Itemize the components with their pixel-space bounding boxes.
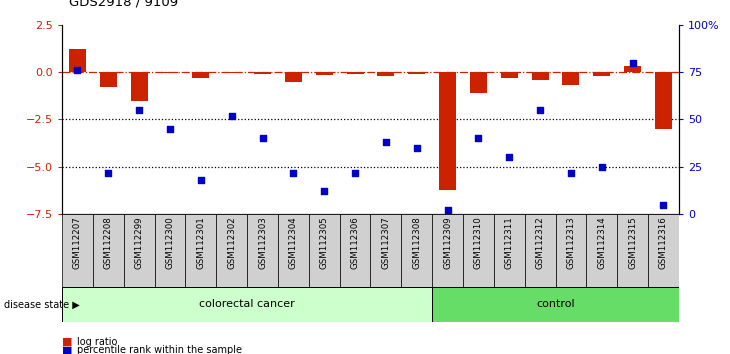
Text: GSM112312: GSM112312 — [536, 216, 545, 269]
Text: GSM112303: GSM112303 — [258, 216, 267, 269]
Bar — [285, 72, 301, 81]
Text: ■: ■ — [62, 346, 72, 354]
Bar — [586, 214, 617, 289]
Point — [288, 170, 299, 175]
Text: ■: ■ — [62, 337, 72, 347]
Text: GSM112300: GSM112300 — [166, 216, 174, 269]
Text: log ratio: log ratio — [77, 337, 117, 347]
Point — [226, 113, 237, 119]
Bar — [254, 72, 271, 74]
Text: GSM112207: GSM112207 — [73, 216, 82, 269]
Point — [442, 207, 453, 213]
Point — [380, 139, 392, 145]
Point — [658, 202, 669, 207]
Point — [134, 107, 145, 113]
Point — [195, 177, 207, 183]
Bar — [408, 72, 425, 74]
Bar — [493, 214, 525, 289]
Bar — [93, 214, 124, 289]
Bar — [124, 214, 155, 289]
Text: GSM112311: GSM112311 — [504, 216, 514, 269]
Point — [102, 170, 114, 175]
Bar — [593, 72, 610, 76]
Point — [472, 136, 484, 141]
Text: GSM112302: GSM112302 — [227, 216, 237, 269]
Bar — [100, 72, 117, 87]
Point — [596, 164, 607, 170]
Bar — [556, 214, 586, 289]
Point — [257, 136, 269, 141]
Text: colorectal cancer: colorectal cancer — [199, 299, 295, 309]
Text: control: control — [537, 299, 575, 309]
Text: GSM112314: GSM112314 — [597, 216, 607, 269]
Text: percentile rank within the sample: percentile rank within the sample — [77, 346, 242, 354]
Text: GDS2918 / 9109: GDS2918 / 9109 — [69, 0, 178, 9]
Point — [349, 170, 361, 175]
Bar — [278, 214, 309, 289]
Bar — [470, 72, 487, 93]
Bar — [339, 214, 371, 289]
Text: GSM112301: GSM112301 — [196, 216, 205, 269]
Bar — [648, 214, 679, 289]
Bar — [563, 72, 580, 85]
Text: GSM112299: GSM112299 — [134, 216, 144, 269]
Bar — [193, 72, 210, 78]
Bar — [463, 214, 493, 289]
Point — [164, 126, 176, 132]
Bar — [624, 67, 641, 72]
Bar — [655, 72, 672, 129]
Text: GSM112313: GSM112313 — [566, 216, 575, 269]
Text: GSM112315: GSM112315 — [628, 216, 637, 269]
Bar — [432, 214, 463, 289]
Text: GSM112307: GSM112307 — [381, 216, 391, 269]
Bar — [155, 214, 185, 289]
Text: GSM112306: GSM112306 — [350, 216, 360, 269]
Bar — [223, 72, 240, 73]
Bar — [131, 72, 147, 101]
Bar — [347, 72, 364, 74]
Bar — [402, 214, 432, 289]
Point — [411, 145, 423, 151]
Point — [565, 170, 577, 175]
Bar — [371, 214, 402, 289]
Bar — [316, 72, 333, 75]
Point — [72, 67, 83, 73]
Bar — [62, 287, 432, 322]
Point — [504, 154, 515, 160]
Bar — [377, 72, 394, 76]
Bar — [161, 72, 178, 73]
Point — [534, 107, 546, 113]
Bar — [247, 214, 278, 289]
Bar — [62, 214, 93, 289]
Point — [318, 189, 330, 194]
Text: GSM112305: GSM112305 — [320, 216, 328, 269]
Point — [627, 60, 639, 65]
Bar — [525, 214, 556, 289]
Text: GSM112208: GSM112208 — [104, 216, 113, 269]
Text: GSM112310: GSM112310 — [474, 216, 483, 269]
Bar — [309, 214, 339, 289]
Bar — [432, 287, 679, 322]
Bar — [501, 72, 518, 78]
Bar — [531, 72, 548, 80]
Text: GSM112316: GSM112316 — [659, 216, 668, 269]
Text: disease state ▶: disease state ▶ — [4, 299, 80, 309]
Text: GSM112308: GSM112308 — [412, 216, 421, 269]
Bar — [617, 214, 648, 289]
Bar — [216, 214, 247, 289]
Text: GSM112309: GSM112309 — [443, 216, 452, 269]
Bar — [69, 50, 86, 72]
Bar — [439, 72, 456, 189]
Text: GSM112304: GSM112304 — [289, 216, 298, 269]
Bar — [185, 214, 216, 289]
